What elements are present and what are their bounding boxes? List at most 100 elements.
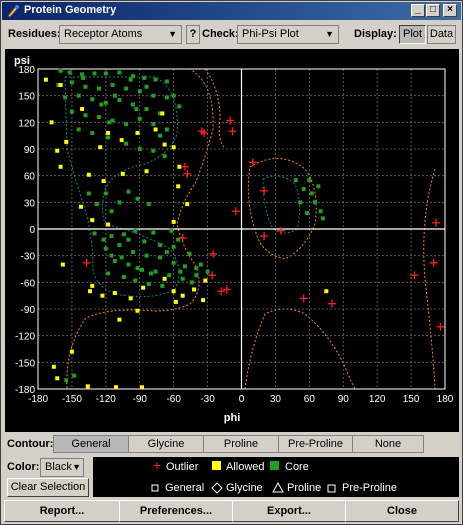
core-point: [107, 120, 112, 125]
core-point: [137, 116, 142, 121]
x-tick-label: -150: [62, 394, 82, 405]
help-button[interactable]: ?: [186, 25, 200, 44]
core-point: [83, 84, 88, 89]
residues-label: Residues:: [8, 28, 61, 40]
x-tick-label: 150: [403, 394, 420, 405]
core-point: [142, 75, 147, 80]
core-point: [110, 118, 115, 123]
core-point: [151, 230, 156, 235]
close-icon[interactable]: ×: [443, 4, 457, 17]
contour-tab-glycine[interactable]: Glycine: [128, 435, 204, 453]
core-point: [164, 95, 169, 100]
core-point: [140, 267, 145, 272]
core-point: [144, 84, 149, 89]
x-tick-label: -180: [28, 394, 48, 405]
legend-outlier: Outlier: [166, 461, 199, 473]
core-point: [171, 244, 176, 249]
allowed-point: [90, 283, 95, 288]
allowed-marker-icon: [212, 461, 221, 470]
core-point: [117, 98, 122, 103]
core-point: [309, 191, 314, 196]
preferences-button[interactable]: Preferences...: [119, 500, 233, 522]
contour-tab-none[interactable]: None: [352, 435, 424, 453]
contour-right-allowed: [423, 168, 436, 390]
legend-core: Core: [285, 461, 309, 473]
core-point: [137, 89, 142, 94]
color-select[interactable]: Black ▼: [40, 458, 84, 477]
outlier-point: [431, 218, 440, 227]
check-label: Check:: [202, 28, 239, 40]
allowed-point: [162, 276, 167, 281]
color-label: Color:: [7, 461, 40, 473]
core-point: [144, 253, 149, 258]
core-point: [137, 147, 142, 151]
core-point: [90, 97, 95, 102]
plot-frame: [37, 68, 446, 390]
core-point: [109, 209, 114, 214]
export-button[interactable]: Export...: [232, 500, 346, 522]
outlier-point: [327, 299, 336, 308]
core-point: [121, 232, 126, 237]
core-point: [126, 189, 131, 194]
contour-tab-general[interactable]: General: [53, 435, 129, 453]
core-point: [58, 68, 63, 73]
core-point: [158, 111, 163, 116]
general-square-icon: [151, 484, 159, 492]
outlier-point: [436, 322, 445, 331]
core-point: [194, 266, 199, 271]
allowed-point: [120, 171, 125, 176]
display-data-toggle[interactable]: Data: [427, 25, 456, 44]
plot-points: [43, 68, 445, 390]
core-point: [133, 278, 138, 283]
allowed-point: [324, 289, 329, 294]
core-point: [180, 276, 185, 281]
y-tick-label: 0: [29, 225, 35, 236]
close-button[interactable]: Close: [345, 500, 459, 522]
clear-selection-button[interactable]: Clear Selection: [7, 478, 89, 497]
check-select[interactable]: Phi-Psi Plot ▼: [237, 25, 339, 44]
core-point: [151, 122, 156, 127]
x-tick-label: -120: [96, 394, 116, 405]
display-plot-toggle[interactable]: Plot: [399, 25, 426, 44]
y-tick-label: -60: [21, 278, 36, 289]
outlier-point: [183, 169, 192, 178]
allowed-point: [58, 164, 63, 169]
residues-select[interactable]: Receptor Atoms ▼: [59, 25, 182, 44]
allowed-point: [114, 385, 119, 390]
contour-tab-proline[interactable]: Proline: [203, 435, 279, 453]
ramachandran-plot[interactable]: -180 -150 -120 -90 -60 -30 0 30 60 90 120 150 180 180…: [5, 49, 459, 432]
outlier-point: [222, 285, 231, 294]
core-point: [178, 269, 183, 274]
outlier-point: [248, 158, 257, 167]
core-point: [169, 228, 174, 233]
x-axis-label: phi: [224, 412, 241, 424]
core-point: [80, 72, 85, 77]
y-axis-label: psi: [14, 55, 30, 67]
y-tick-label: -30: [21, 252, 36, 263]
core-point: [307, 178, 312, 183]
allowed-point: [78, 204, 83, 209]
plot-canvas[interactable]: -180 -150 -120 -90 -60 -30 0 30 60 90 120 150 180 180…: [5, 49, 459, 432]
allowed-point: [106, 222, 111, 227]
allowed-point: [58, 83, 63, 87]
outlier-point: [82, 258, 91, 267]
core-point: [305, 211, 310, 215]
core-point: [56, 83, 61, 87]
minimize-icon[interactable]: _: [411, 4, 425, 17]
allowed-point: [141, 285, 146, 290]
plot-axes: -180 -150 -120 -90 -60 -30 0 30 60 90 120 150 180 180…: [15, 65, 454, 405]
chevron-down-icon: ▼: [72, 462, 81, 472]
allowed-point: [117, 317, 122, 322]
allowed-point: [135, 131, 140, 135]
x-tick-label: 90: [338, 394, 350, 405]
allowed-point: [192, 287, 197, 292]
contour-tab-pre-proline[interactable]: Pre-Proline: [278, 435, 353, 453]
report-button[interactable]: Report...: [4, 500, 120, 522]
core-point: [69, 80, 74, 85]
allowed-point: [106, 131, 111, 135]
chevron-down-icon: ▼: [168, 29, 177, 39]
core-point: [92, 231, 97, 236]
maximize-icon[interactable]: □: [426, 4, 440, 17]
contour-general-allowed: [41, 68, 214, 390]
